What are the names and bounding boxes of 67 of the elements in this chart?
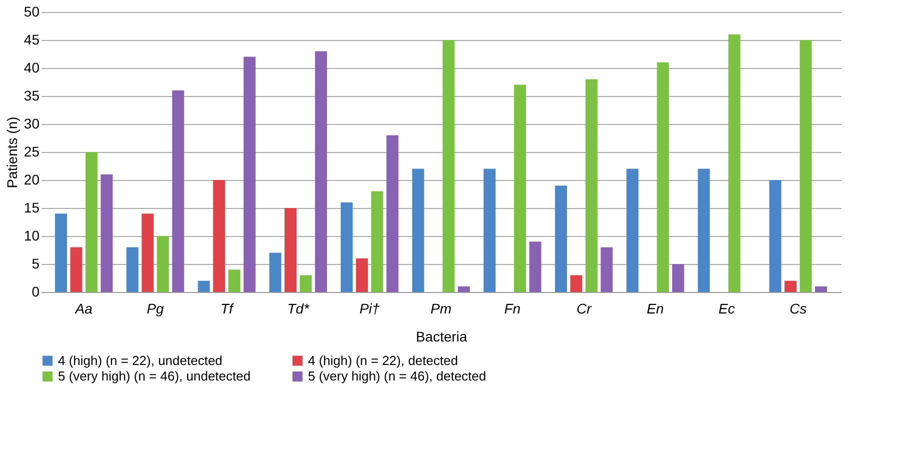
x-tick-label: Ec — [718, 300, 735, 316]
bar — [284, 208, 297, 292]
bar — [672, 264, 684, 292]
y-tick-label: 50 — [24, 4, 40, 20]
y-axis-title: Patients (n) — [4, 116, 20, 188]
x-axis-title: Bacteria — [416, 328, 468, 344]
bar — [458, 286, 470, 292]
y-tick-label: 10 — [24, 228, 40, 244]
bar — [656, 62, 669, 292]
legend-label: 4 (high) (n = 22), detected — [308, 352, 458, 368]
bar — [356, 258, 368, 292]
x-tick-label: Aa — [74, 300, 93, 316]
bar — [570, 275, 582, 292]
y-tick-label: 15 — [24, 200, 40, 216]
bar — [269, 252, 282, 292]
bar — [300, 275, 312, 292]
bar — [340, 202, 353, 292]
bar — [555, 186, 567, 292]
y-tick-label: 45 — [24, 32, 40, 48]
bar — [244, 56, 256, 292]
bar — [514, 84, 526, 292]
bar — [600, 247, 613, 292]
bar — [85, 152, 98, 292]
bar — [172, 90, 184, 292]
x-tick-label: Cr — [576, 300, 593, 316]
bar — [228, 270, 240, 292]
y-tick-label: 5 — [32, 256, 40, 272]
bar — [142, 214, 154, 292]
bar — [585, 79, 598, 292]
y-tick-label: 30 — [24, 116, 40, 132]
bar — [728, 34, 740, 292]
y-tick-label: 25 — [24, 144, 40, 160]
y-tick-label: 35 — [24, 88, 40, 104]
bar — [529, 242, 542, 292]
bar — [386, 135, 398, 292]
y-tick-label: 40 — [24, 60, 40, 76]
bar — [442, 40, 455, 292]
y-tick-label: 0 — [32, 284, 40, 300]
legend-label: 5 (very high) (n = 46), detected — [308, 368, 486, 384]
bar — [626, 168, 638, 292]
bar — [55, 214, 67, 292]
bar — [698, 168, 710, 292]
bar — [371, 191, 384, 292]
x-tick-label: Fn — [504, 300, 521, 316]
bar — [156, 236, 169, 292]
bar — [198, 280, 210, 292]
bar — [784, 280, 797, 292]
legend-label: 5 (very high) (n = 46), undetected — [58, 368, 251, 384]
bar — [126, 247, 138, 292]
bar — [412, 168, 424, 292]
x-tick-label: Pm — [430, 300, 452, 316]
x-tick-label: Td* — [287, 300, 310, 316]
bar — [100, 174, 113, 292]
x-tick-label: Pg — [146, 300, 164, 316]
bar — [484, 168, 496, 292]
bar — [815, 286, 827, 292]
bar — [315, 51, 327, 292]
bar — [769, 180, 782, 292]
bar — [70, 247, 82, 292]
x-tick-label: Pi† — [359, 300, 380, 316]
bar — [213, 180, 226, 292]
x-tick-label: En — [646, 300, 664, 316]
y-tick-label: 20 — [24, 172, 40, 188]
bar — [800, 40, 812, 292]
legend-label: 4 (high) (n = 22), undetected — [58, 352, 222, 368]
x-tick-label: Cs — [790, 300, 807, 316]
x-tick-label: Tf — [220, 300, 236, 316]
